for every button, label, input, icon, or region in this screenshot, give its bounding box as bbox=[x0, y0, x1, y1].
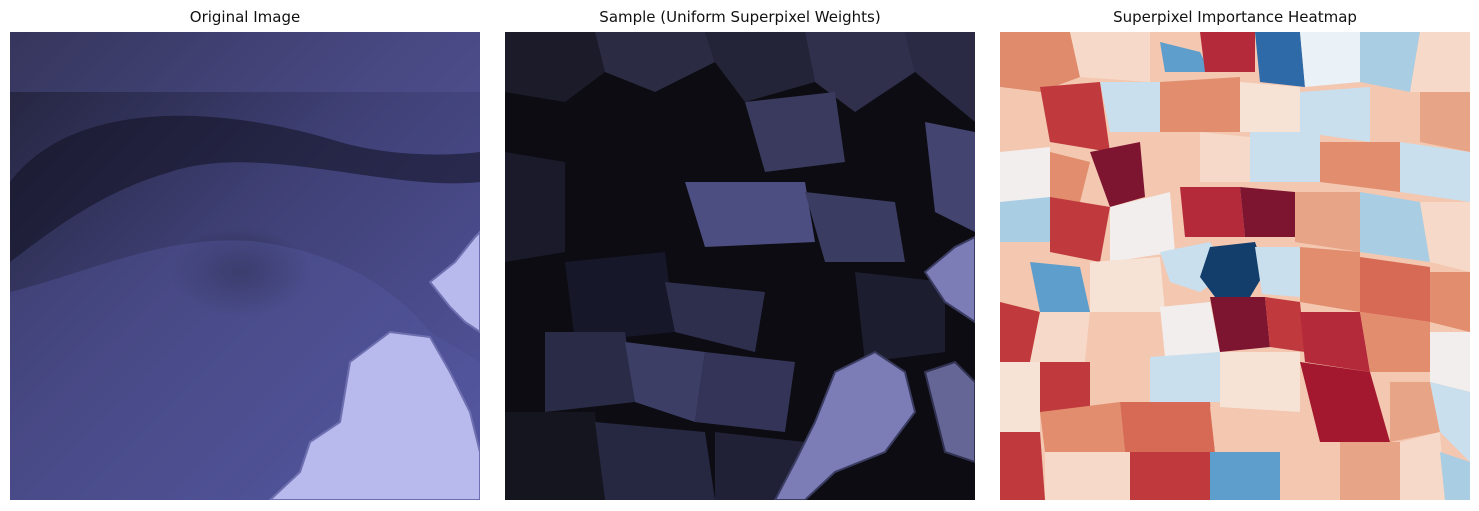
sample-panel: Sample (Uniform Superpixel Weights) bbox=[505, 0, 975, 511]
coastline-land bbox=[268, 230, 480, 500]
sample-image bbox=[505, 32, 975, 500]
original-image-panel: Original Image bbox=[10, 0, 480, 511]
heatmap-panel: Superpixel Importance Heatmap bbox=[1000, 0, 1470, 511]
original-image-title: Original Image bbox=[189, 8, 301, 26]
heatmap-superpixels bbox=[1000, 32, 1470, 500]
sample-coastline bbox=[773, 235, 975, 500]
heatmap-image bbox=[1000, 32, 1470, 500]
sample-title: Sample (Uniform Superpixel Weights) bbox=[599, 8, 881, 26]
sample-superpixels bbox=[505, 32, 975, 500]
original-image bbox=[10, 32, 480, 500]
heatmap-title: Superpixel Importance Heatmap bbox=[1113, 8, 1357, 26]
